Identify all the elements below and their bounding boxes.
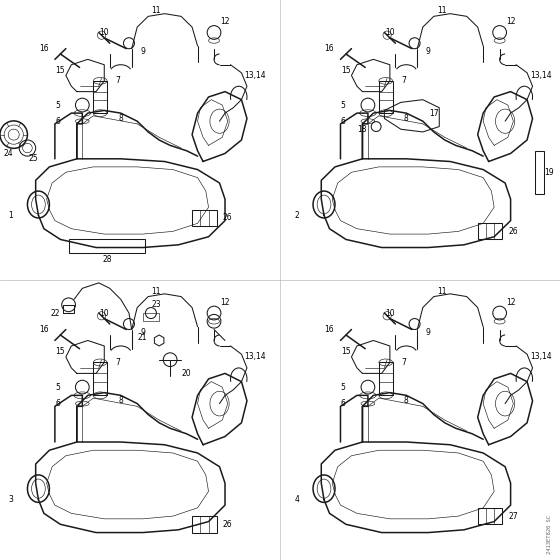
Text: 26: 26 [508, 227, 518, 236]
Bar [478, 508, 502, 524]
Text: 25: 25 [28, 155, 38, 164]
Text: 28: 28 [102, 255, 112, 264]
Text: 26: 26 [223, 213, 232, 222]
Text: 10: 10 [100, 28, 109, 37]
Bar [143, 313, 159, 321]
Text: 15: 15 [341, 66, 351, 74]
Text: 13,14: 13,14 [530, 352, 552, 361]
Text: 26: 26 [223, 520, 232, 529]
Text: 10: 10 [385, 309, 395, 318]
Text: 8: 8 [404, 396, 409, 405]
Text: 6: 6 [55, 399, 60, 408]
Text: 11: 11 [152, 287, 161, 296]
Text: 3: 3 [8, 495, 13, 504]
Text: 23: 23 [152, 300, 161, 309]
Text: 13,14: 13,14 [244, 71, 266, 80]
Text: 9: 9 [426, 47, 431, 56]
Text: 12: 12 [220, 17, 230, 26]
Text: 2413ET820 SC: 2413ET820 SC [547, 515, 552, 554]
Bar [192, 210, 217, 226]
Text: 12: 12 [220, 297, 230, 306]
Text: 5: 5 [341, 382, 346, 391]
Text: 7: 7 [401, 358, 406, 367]
Text: 16: 16 [325, 325, 334, 334]
Text: 21: 21 [138, 333, 147, 342]
Text: 18: 18 [358, 125, 367, 134]
Text: 12: 12 [506, 17, 515, 26]
Text: 11: 11 [152, 7, 161, 16]
Text: 16: 16 [39, 44, 49, 53]
Text: 5: 5 [341, 101, 346, 110]
Text: 7: 7 [115, 358, 120, 367]
Text: 15: 15 [341, 347, 351, 356]
Bar [94, 362, 107, 395]
Text: 5: 5 [55, 101, 60, 110]
Text: 13,14: 13,14 [244, 352, 266, 361]
Bar [94, 81, 107, 113]
Text: 12: 12 [506, 297, 515, 306]
Text: 10: 10 [385, 28, 395, 37]
Text: 9: 9 [140, 47, 145, 56]
Bar [68, 240, 146, 253]
Text: 6: 6 [55, 116, 60, 125]
Bar [478, 223, 502, 240]
Bar [63, 305, 74, 313]
Bar [379, 81, 393, 113]
Text: 5: 5 [55, 382, 60, 391]
Text: 8: 8 [404, 114, 409, 123]
Text: 2: 2 [294, 211, 299, 220]
Text: 8: 8 [118, 396, 123, 405]
Text: 19: 19 [544, 168, 554, 177]
Text: 6: 6 [341, 399, 346, 408]
Text: 22: 22 [50, 309, 59, 318]
Bar [379, 362, 393, 395]
Bar [535, 151, 544, 194]
Text: 15: 15 [55, 66, 65, 74]
Text: 11: 11 [437, 7, 447, 16]
Text: 15: 15 [55, 347, 65, 356]
Text: 27: 27 [508, 512, 518, 521]
Text: 16: 16 [325, 44, 334, 53]
Text: 1: 1 [8, 211, 13, 220]
Text: 9: 9 [426, 328, 431, 337]
Text: 9: 9 [140, 328, 145, 337]
Text: 11: 11 [437, 287, 447, 296]
Text: 7: 7 [115, 76, 120, 85]
Text: 20: 20 [182, 369, 192, 378]
Text: 17: 17 [429, 109, 438, 118]
Bar [192, 516, 217, 533]
Text: 16: 16 [39, 325, 49, 334]
Text: 10: 10 [100, 309, 109, 318]
Text: 13,14: 13,14 [530, 71, 552, 80]
Text: 8: 8 [118, 114, 123, 123]
Text: 4: 4 [294, 495, 299, 504]
Text: 24: 24 [3, 149, 13, 158]
Text: 6: 6 [341, 116, 346, 125]
Text: 7: 7 [401, 76, 406, 85]
